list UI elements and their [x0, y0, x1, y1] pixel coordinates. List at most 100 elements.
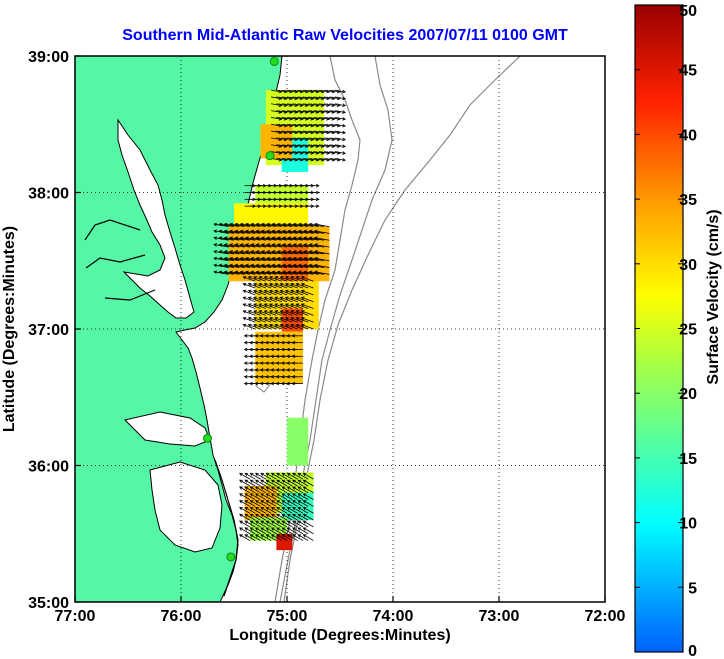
velocity-arrow — [291, 340, 303, 345]
velocity-arrow — [284, 276, 298, 282]
velocity-arrow — [300, 323, 314, 330]
velocity-arrow — [239, 479, 251, 487]
velocity-arrow — [300, 276, 314, 282]
velocity-arrow — [300, 316, 314, 323]
velocity-arrow — [290, 323, 304, 330]
velocity-arrow — [242, 310, 256, 316]
velocity-arrow — [258, 303, 272, 309]
velocity-arrow — [239, 493, 251, 500]
velocity-arrow — [263, 276, 277, 282]
velocity-patch — [260, 124, 293, 159]
x-tick-label: 76:00 — [161, 608, 202, 625]
velocity-arrow — [239, 527, 251, 535]
velocity-arrow — [286, 520, 298, 528]
velocity-arrow — [297, 527, 309, 535]
velocity-arrow — [253, 303, 266, 309]
velocity-arrow — [297, 472, 309, 480]
bay-tributary-2 — [85, 254, 146, 269]
velocity-arrow — [281, 534, 293, 541]
velocity-arrow — [279, 296, 293, 303]
velocity-arrow — [263, 323, 277, 330]
velocity-arrow — [244, 493, 256, 500]
velocity-arrow — [249, 486, 261, 494]
colorbar-tick-label: 10 — [679, 516, 697, 533]
velocity-arrow — [260, 479, 272, 487]
velocity-arrow — [274, 316, 288, 323]
velocity-arrow — [239, 507, 251, 514]
velocity-arrow — [268, 289, 282, 296]
hf-radar-station-marker — [226, 552, 236, 562]
velocity-arrow — [284, 296, 298, 303]
velocity-arrow — [295, 316, 309, 323]
velocity-arrow — [242, 282, 256, 289]
velocity-patch — [287, 417, 309, 466]
velocity-arrow — [297, 486, 309, 494]
velocity-arrow — [292, 493, 304, 500]
velocity-arrow — [291, 347, 303, 352]
velocity-arrow — [242, 303, 256, 309]
velocity-arrow — [284, 289, 298, 296]
velocity-arrow — [295, 282, 309, 289]
velocity-arrow — [292, 507, 304, 514]
map-content — [75, 56, 605, 602]
velocity-arrow — [302, 493, 314, 500]
velocity-arrow — [297, 507, 309, 514]
velocity-arrow — [302, 520, 314, 528]
velocity-arrow — [247, 289, 261, 296]
velocity-arrow — [270, 479, 282, 487]
velocity-arrow — [249, 513, 261, 521]
velocity-arrow — [258, 316, 272, 323]
velocity-arrow — [308, 204, 320, 208]
velocity-arrow — [263, 289, 277, 296]
velocity-arrow — [334, 103, 346, 107]
colorbar-tick-label: 20 — [679, 386, 697, 403]
velocity-arrow — [268, 303, 282, 309]
velocity-arrow — [334, 157, 346, 162]
velocity-arrow — [291, 361, 303, 365]
velocity-arrow — [286, 500, 298, 507]
velocity-arrow — [334, 123, 346, 128]
bay-tributary-3 — [104, 289, 156, 301]
velocity-arrow — [253, 289, 266, 296]
velocity-arrow — [244, 527, 256, 535]
velocity-arrow — [302, 534, 314, 541]
colorbar-tick-label: 50 — [679, 3, 697, 20]
colorbar-tick-label: 45 — [679, 63, 697, 80]
velocity-arrow — [265, 513, 277, 521]
velocity-arrow — [302, 472, 314, 480]
velocity-arrow — [258, 310, 272, 316]
velocity-arrow — [270, 486, 282, 494]
velocity-arrow — [291, 374, 303, 379]
velocity-arrow — [290, 282, 304, 289]
velocity-arrow — [268, 276, 282, 282]
velocity-arrow — [268, 296, 282, 303]
colorbar-tick-label: 35 — [679, 192, 697, 209]
velocity-arrow — [242, 289, 256, 296]
velocity-arrow — [244, 513, 256, 521]
pamlico-sound — [149, 461, 223, 553]
x-tick-label: 75:00 — [267, 608, 308, 625]
y-tick-label: 36:00 — [28, 459, 69, 476]
velocity-arrow — [260, 534, 272, 541]
velocity-arrow — [249, 472, 261, 480]
velocity-arrow — [260, 507, 272, 514]
velocity-arrow — [260, 520, 272, 528]
velocity-arrow — [291, 354, 303, 359]
velocity-arrow — [276, 486, 288, 494]
velocity-arrow — [247, 323, 261, 330]
velocity-arrow — [295, 323, 309, 330]
velocity-arrow — [300, 296, 314, 303]
velocity-arrow — [258, 276, 272, 282]
barrier-islands — [214, 459, 239, 597]
velocity-arrow — [258, 296, 272, 303]
y-axis-ticks: 39:00 38:00 37:00 36:00 35:00 — [28, 49, 81, 612]
velocity-arrow — [247, 276, 261, 282]
velocity-arrow — [276, 500, 288, 507]
velocity-arrow — [302, 486, 314, 494]
y-tick-label: 37:00 — [28, 322, 69, 339]
velocity-arrow — [276, 479, 288, 487]
velocity-arrow — [268, 282, 282, 289]
x-tick-label: 77:00 — [55, 608, 96, 625]
colorbar — [634, 4, 684, 653]
velocity-arrow — [302, 527, 314, 535]
